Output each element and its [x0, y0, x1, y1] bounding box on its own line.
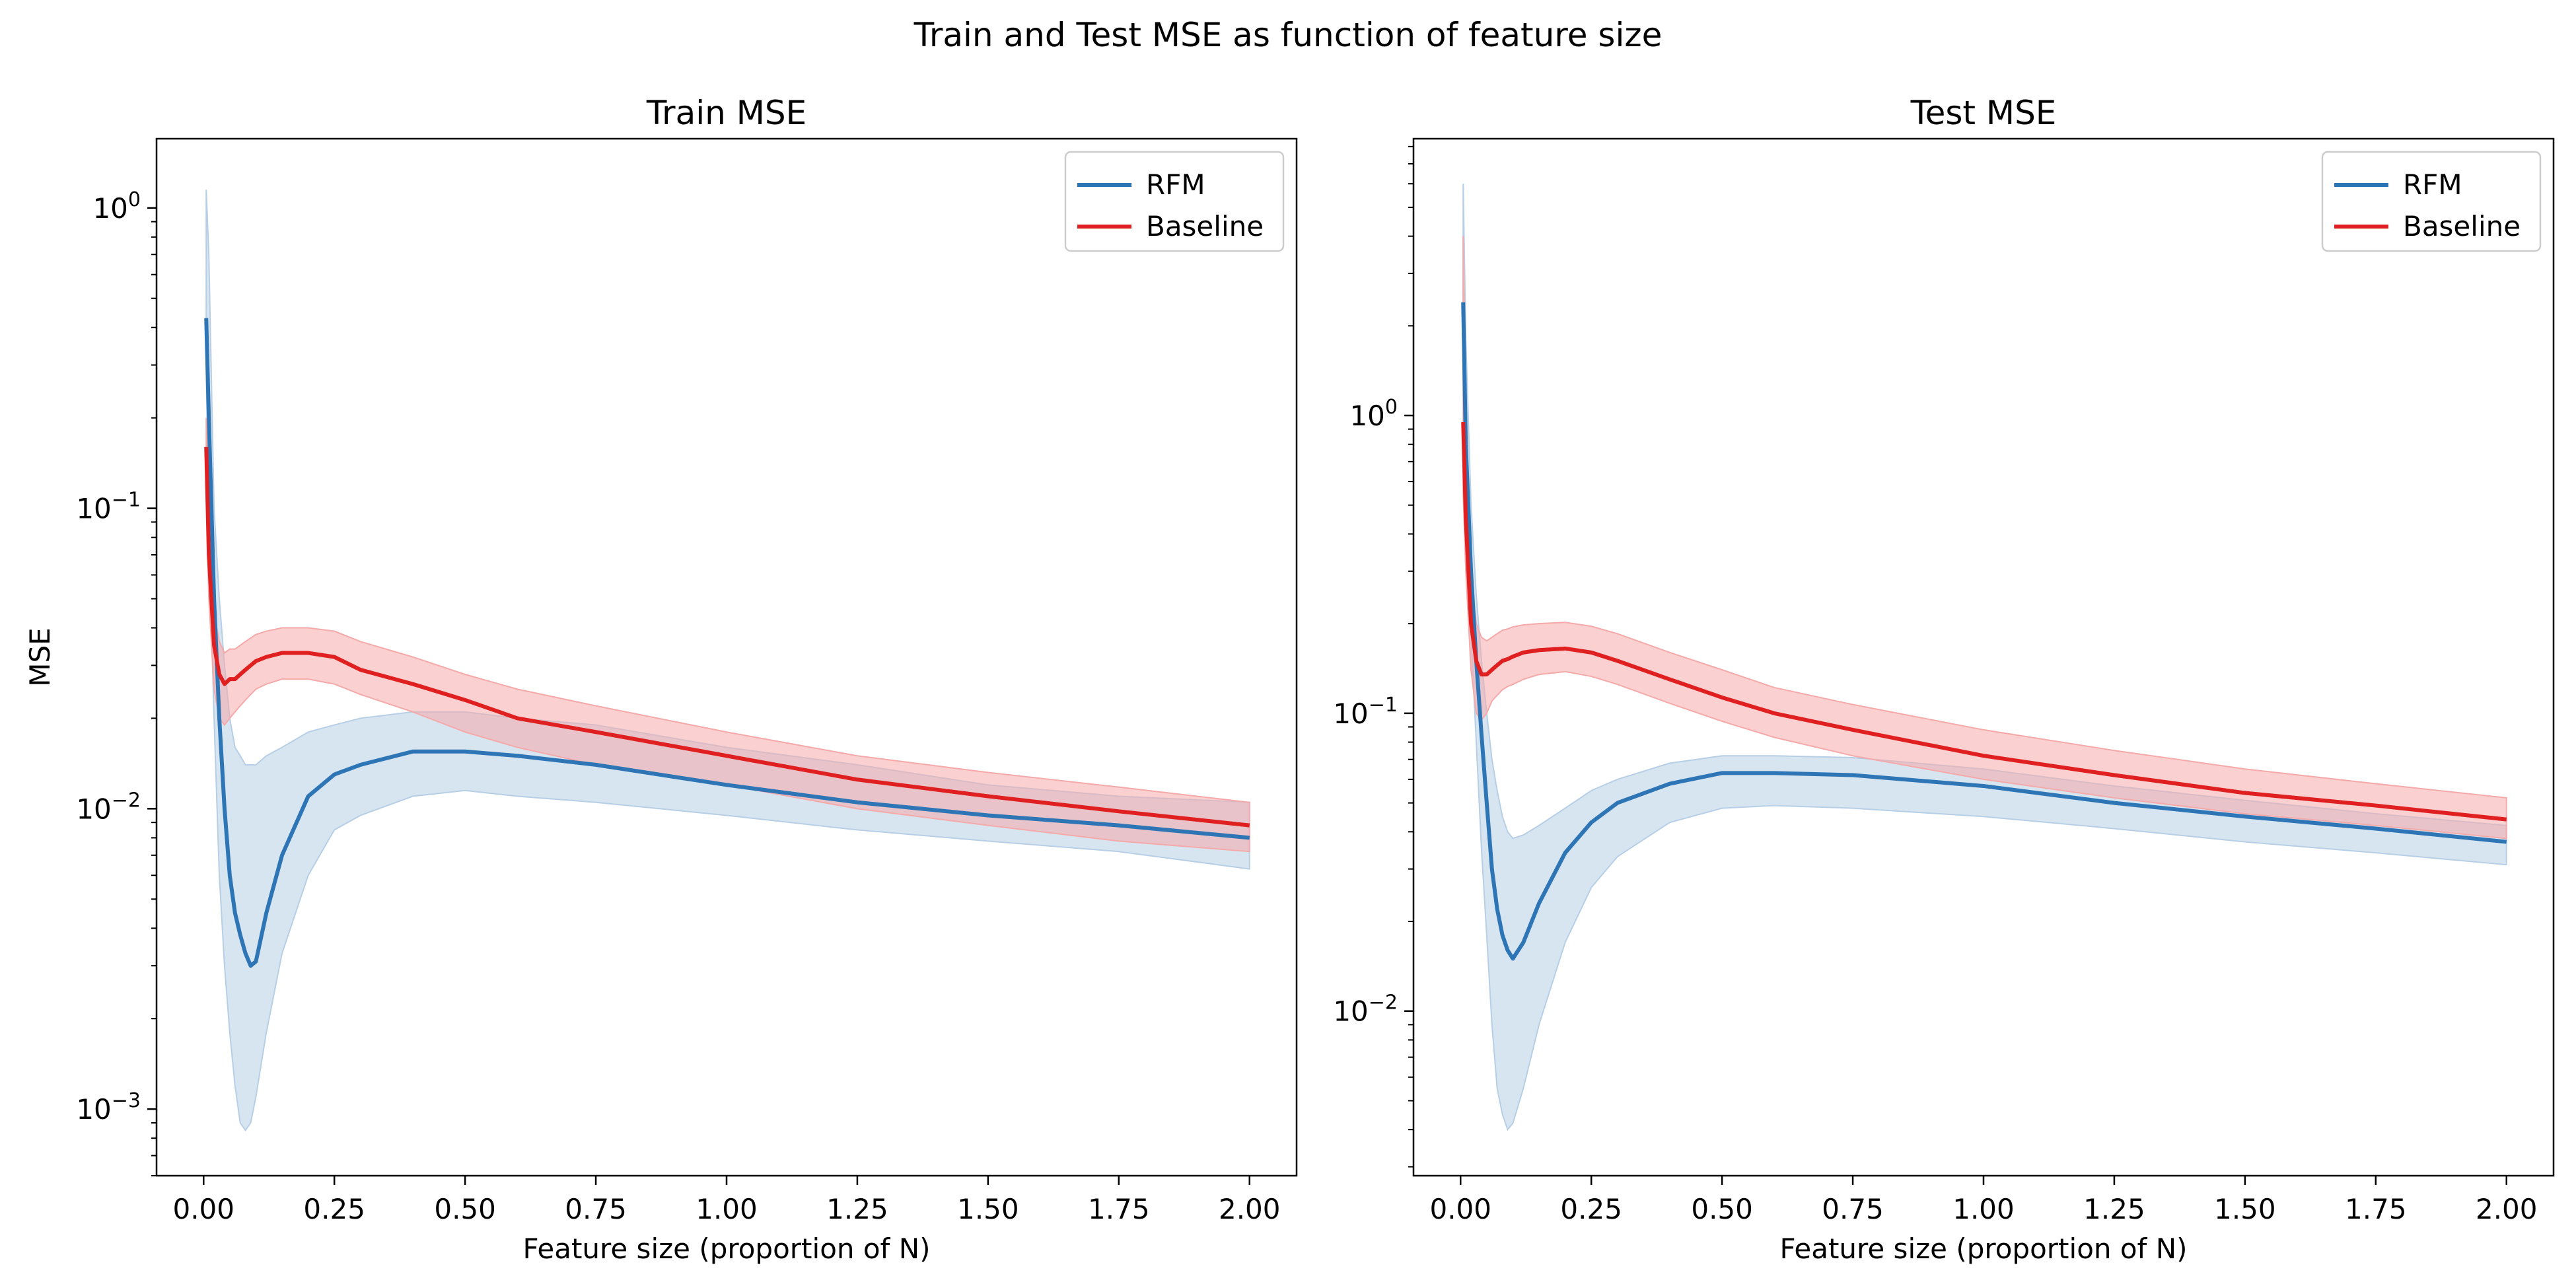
x-tick-label: 1.00 [1952, 1193, 2015, 1225]
series-line-rfm [1461, 302, 2507, 961]
x-tick-label: 0.00 [1429, 1193, 1491, 1225]
x-axis-label: Feature size (proportion of N) [523, 1233, 931, 1265]
x-tick-label: 1.00 [696, 1193, 758, 1225]
confidence-band-rfm [1462, 184, 2507, 1131]
legend-label-baseline: Baseline [1146, 210, 1264, 242]
y-tick-exponent: 0 [1385, 396, 1398, 419]
y-tick-label: 10−2 [1333, 991, 1398, 1028]
subplot-1: Train MSE 0.00 0.25 0.50 0.75 1.00 1.25 1.50 1.7… [24, 94, 1298, 1265]
y-axis-label: MSE [24, 627, 56, 686]
confidence-band-baseline [205, 417, 1250, 853]
y-tick-exponent: 0 [128, 188, 141, 211]
plot-area [1461, 184, 2507, 1131]
x-tick-label: 0.50 [1691, 1193, 1753, 1225]
subplot-title: Test MSE [1910, 94, 2057, 132]
y-tick-exponent: −1 [112, 489, 141, 512]
y-tick-exponent: −1 [1369, 694, 1398, 717]
x-tick-label: 0.75 [565, 1193, 627, 1225]
x-tick-label: 0.00 [172, 1193, 234, 1225]
y-tick-label: 100 [1349, 396, 1398, 432]
legend: RFM Baseline [1064, 151, 1285, 252]
subplot-2: Test MSE 0.00 0.25 0.50 0.75 1.00 1.25 1.50 1.75… [1333, 94, 2555, 1265]
x-tick-label: 2.00 [1219, 1193, 1281, 1225]
confidence-band-baseline [1462, 236, 2507, 840]
figure-title: Train and Test MSE as function of featur… [913, 16, 1663, 54]
x-tick-label: 1.25 [826, 1193, 888, 1225]
series-line-baseline [1461, 421, 2507, 822]
y-tick-label: 10−1 [76, 489, 141, 525]
plot-area [204, 190, 1250, 1131]
x-tick-label: 2.00 [2476, 1193, 2538, 1225]
x-tick-label: 1.50 [957, 1193, 1019, 1225]
x-tick-label: 0.25 [1560, 1193, 1622, 1225]
x-tick-label: 0.75 [1822, 1193, 1884, 1225]
series-line-baseline [204, 447, 1250, 828]
x-tick-label: 1.75 [1088, 1193, 1150, 1225]
y-tick-label: 10−3 [76, 1089, 141, 1126]
x-tick-label: 0.25 [303, 1193, 365, 1225]
y-tick-exponent: −2 [112, 789, 141, 812]
subplot-title: Train MSE [646, 94, 806, 132]
y-tick-label: 10−1 [1333, 694, 1398, 730]
legend: RFM Baseline [2321, 151, 2542, 252]
x-tick-label: 0.50 [434, 1193, 496, 1225]
series-line-rfm [204, 318, 1250, 968]
x-tick-label: 1.75 [2345, 1193, 2407, 1225]
y-tick-exponent: −3 [112, 1089, 141, 1112]
x-tick-label: 1.50 [2214, 1193, 2276, 1225]
legend-label-rfm: RFM [2403, 168, 2462, 201]
legend-label-rfm: RFM [1146, 168, 1205, 201]
legend-label-baseline: Baseline [2403, 210, 2521, 242]
x-tick-label: 1.25 [2083, 1193, 2145, 1225]
x-axis-label: Feature size (proportion of N) [1780, 1233, 2188, 1265]
confidence-band-rfm [205, 190, 1250, 1131]
y-tick-label: 10−2 [76, 789, 141, 825]
y-tick-label: 100 [92, 188, 141, 225]
y-tick-exponent: −2 [1369, 991, 1398, 1015]
